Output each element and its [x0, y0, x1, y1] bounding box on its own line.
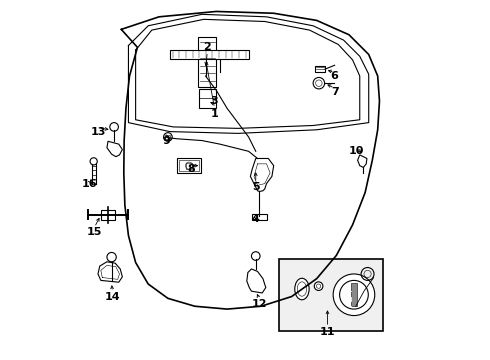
- Text: 10: 10: [348, 146, 364, 156]
- Text: 3: 3: [211, 96, 219, 106]
- Text: 12: 12: [251, 299, 267, 309]
- Text: 5: 5: [252, 182, 260, 192]
- Polygon shape: [98, 262, 122, 282]
- Text: 1: 1: [211, 109, 219, 119]
- Text: 14: 14: [104, 292, 120, 302]
- Text: 7: 7: [331, 87, 339, 97]
- Bar: [166, 135, 171, 139]
- Bar: [186, 163, 192, 168]
- Bar: [199, 89, 216, 108]
- Text: 16: 16: [81, 179, 97, 189]
- Bar: [177, 158, 201, 173]
- Polygon shape: [247, 269, 266, 293]
- Text: 9: 9: [162, 136, 170, 145]
- Text: 4: 4: [252, 215, 260, 224]
- Bar: [101, 210, 115, 220]
- Text: 8: 8: [187, 164, 195, 174]
- Ellipse shape: [295, 278, 309, 300]
- Polygon shape: [358, 155, 367, 167]
- Circle shape: [110, 123, 119, 131]
- Circle shape: [164, 133, 172, 141]
- Circle shape: [90, 158, 97, 165]
- Bar: [179, 160, 199, 171]
- Polygon shape: [107, 141, 122, 157]
- Bar: [279, 259, 383, 330]
- Text: 11: 11: [320, 327, 335, 337]
- Circle shape: [107, 252, 116, 262]
- Circle shape: [333, 274, 375, 316]
- Bar: [252, 214, 267, 220]
- Text: 13: 13: [90, 127, 106, 136]
- Polygon shape: [250, 158, 274, 192]
- Text: 2: 2: [203, 42, 211, 52]
- Circle shape: [314, 282, 323, 291]
- Text: 15: 15: [87, 227, 102, 237]
- Bar: [198, 37, 216, 87]
- Bar: [170, 50, 248, 59]
- Text: 6: 6: [331, 71, 339, 81]
- Circle shape: [251, 252, 260, 260]
- Circle shape: [313, 77, 324, 89]
- Bar: [315, 66, 325, 72]
- Bar: [351, 283, 357, 306]
